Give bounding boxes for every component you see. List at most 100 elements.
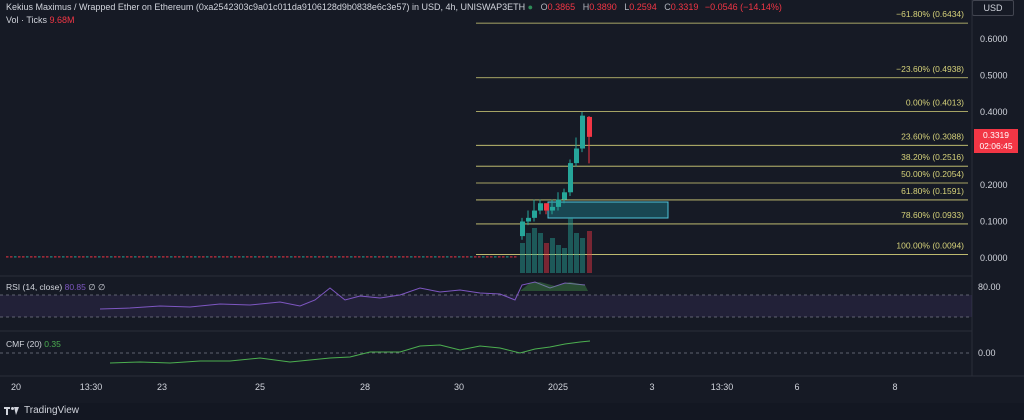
- fib-level-label: 38.20% (0.2516): [901, 152, 964, 162]
- bar-countdown: 02:06:45: [979, 141, 1013, 151]
- volume-bar: [562, 248, 567, 273]
- candle: [390, 256, 393, 258]
- symbol-title[interactable]: Kekius Maximus / Wrapped Ether on Ethere…: [6, 2, 526, 12]
- rsi-axis-label: 80.00: [978, 282, 1001, 292]
- time-axis-label: 8: [892, 382, 897, 392]
- candle: [306, 256, 309, 258]
- rsi-band: [0, 295, 972, 317]
- candle: [250, 256, 253, 258]
- candle: [568, 163, 573, 193]
- candle: [278, 256, 281, 258]
- volume-legend[interactable]: Vol · Ticks 9.68M: [6, 15, 75, 25]
- candle: [562, 192, 567, 200]
- candle: [42, 256, 45, 258]
- candle: [234, 256, 237, 258]
- fib-level-label: 100.00% (0.0094): [896, 241, 964, 251]
- candle: [150, 256, 153, 258]
- candle: [290, 256, 293, 258]
- time-axis-label: 2025: [548, 382, 568, 392]
- volume-bar: [574, 233, 579, 273]
- candle: [22, 256, 25, 258]
- order-block-zone[interactable]: [547, 201, 669, 219]
- candle: [186, 256, 189, 258]
- volume-bar: [556, 245, 561, 273]
- candle: [254, 256, 257, 258]
- last-price: 0.3319: [983, 130, 1009, 140]
- candle: [362, 256, 365, 258]
- symbol-header[interactable]: Kekius Maximus / Wrapped Ether on Ethere…: [6, 2, 782, 12]
- candle: [246, 256, 249, 258]
- candle: [74, 256, 77, 258]
- fib-level-label: −61.80% (0.6434): [896, 9, 964, 19]
- candle: [490, 256, 493, 258]
- candle: [474, 256, 477, 258]
- candle: [26, 256, 29, 258]
- candle: [34, 256, 37, 258]
- candle: [446, 256, 449, 258]
- time-axis-label: 28: [360, 382, 370, 392]
- cmf-line: [109, 340, 591, 364]
- candle: [430, 256, 433, 258]
- candle: [526, 217, 531, 222]
- tradingview-logo[interactable]: TradingView: [4, 405, 79, 416]
- candle: [302, 256, 305, 258]
- footer-bar: [0, 403, 1024, 420]
- tradingview-logo-icon: [4, 405, 20, 416]
- candle: [486, 256, 489, 258]
- candle: [354, 256, 357, 258]
- volume-bar: [532, 228, 537, 273]
- rsi-line: [99, 281, 586, 310]
- candle: [118, 256, 121, 258]
- candle: [242, 256, 245, 258]
- volume-bar: [538, 233, 543, 273]
- candle: [394, 256, 397, 258]
- cmf-legend[interactable]: CMF (20) 0.35: [6, 339, 61, 349]
- candle: [98, 256, 101, 258]
- open-label: O: [540, 2, 548, 12]
- candle: [50, 256, 53, 258]
- low-label: L: [624, 2, 630, 12]
- candle: [86, 256, 89, 258]
- candle: [454, 256, 457, 258]
- fib-level-label: 61.80% (0.1591): [901, 186, 964, 196]
- candle: [122, 256, 125, 258]
- candle: [238, 256, 241, 258]
- candle: [154, 256, 157, 258]
- fib-level-label: 50.00% (0.2054): [901, 169, 964, 179]
- close-value: 0.3319: [670, 2, 699, 12]
- candle: [166, 256, 169, 258]
- cmf-label: CMF (20): [6, 339, 42, 349]
- price-axis-label: 0.6000: [980, 34, 1008, 44]
- candle: [506, 256, 509, 258]
- candle: [226, 256, 229, 258]
- candle: [282, 256, 285, 258]
- candle: [520, 221, 525, 237]
- rsi-legend[interactable]: RSI (14, close) 80.85 ∅ ∅: [6, 282, 105, 293]
- candle: [550, 206, 555, 211]
- candle: [398, 256, 401, 258]
- candle: [266, 256, 269, 258]
- candle: [46, 256, 49, 258]
- chart-canvas[interactable]: −61.80% (0.6434) −23.60% (0.4938) 0.00% (0…: [0, 0, 1024, 403]
- candle: [54, 256, 57, 258]
- price-axis-label: 0.5000: [980, 71, 1008, 81]
- candle: [142, 256, 145, 258]
- rsi-value: 80.85: [64, 282, 86, 292]
- candle: [310, 256, 313, 258]
- candle: [574, 148, 579, 164]
- candle: [334, 256, 337, 258]
- candle: [262, 256, 265, 258]
- candle: [450, 256, 453, 258]
- candle: [442, 256, 445, 258]
- candle: [402, 256, 405, 258]
- fib-level-label: −23.60% (0.4938): [896, 64, 964, 74]
- candle: [556, 199, 561, 207]
- candle: [438, 256, 441, 258]
- cmf-value: 0.35: [44, 339, 61, 349]
- candle: [170, 256, 173, 258]
- candle: [78, 256, 81, 258]
- candle: [406, 256, 409, 258]
- candle: [294, 256, 297, 258]
- candle: [174, 256, 177, 258]
- candle: [414, 256, 417, 258]
